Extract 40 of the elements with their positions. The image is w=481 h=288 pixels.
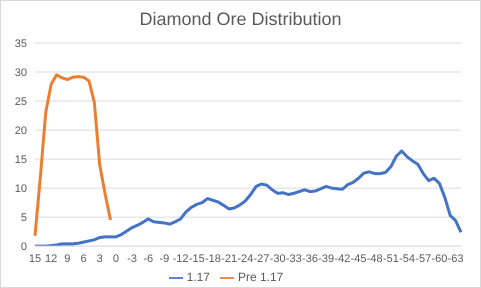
- x-tick-label: -63: [448, 252, 464, 265]
- x-tick-label: -39: [318, 252, 334, 265]
- x-tick-label: -6: [143, 252, 154, 265]
- x-tick-label: -60: [431, 252, 448, 265]
- x-tick-label: -15: [188, 252, 205, 265]
- x-tick-label: -27: [254, 252, 270, 265]
- y-tick-label: 10: [14, 183, 27, 196]
- y-tick-label: 5: [20, 212, 27, 224]
- line-series: [34, 149, 462, 246]
- x-tick-label: -12: [172, 252, 189, 265]
- x-tick-label: 0: [112, 252, 119, 265]
- legend-label: 1.17: [186, 270, 210, 284]
- x-tick-label: -21: [221, 252, 238, 265]
- x-tick-label: -45: [350, 252, 366, 265]
- x-tick-label: -9: [160, 252, 170, 265]
- x-tick-label: -51: [382, 252, 399, 265]
- x-tick-label: -18: [204, 252, 221, 265]
- x-tick-label: 6: [80, 252, 87, 265]
- y-tick-label: 0: [20, 241, 27, 254]
- y-tick-label: 25: [14, 96, 27, 108]
- x-tick-label: 15: [28, 252, 42, 265]
- x-tick-label: -48: [366, 252, 383, 265]
- x-tick-label: 3: [96, 252, 103, 265]
- y-tick-label: 30: [14, 66, 27, 79]
- legend-label: Pre 1.17: [238, 270, 284, 284]
- x-tick-label: -36: [302, 252, 318, 265]
- x-tick-label: 12: [45, 252, 58, 265]
- line-series: [34, 73, 112, 238]
- y-tick-label: 15: [14, 154, 27, 166]
- x-tick-label: -42: [334, 252, 350, 265]
- x-tick-label: -57: [415, 252, 432, 265]
- x-tick-label: -24: [237, 252, 254, 265]
- chart-title: Diamond Ore Distribution: [138, 9, 343, 31]
- x-tick-label: -3: [127, 252, 137, 265]
- x-tick-label: 9: [64, 252, 70, 265]
- y-tick-label: 35: [14, 38, 27, 50]
- x-tick-label: -54: [399, 252, 416, 265]
- x-tick-label: -33: [286, 252, 302, 265]
- x-tick-label: -30: [270, 252, 286, 265]
- y-tick-label: 20: [14, 124, 27, 137]
